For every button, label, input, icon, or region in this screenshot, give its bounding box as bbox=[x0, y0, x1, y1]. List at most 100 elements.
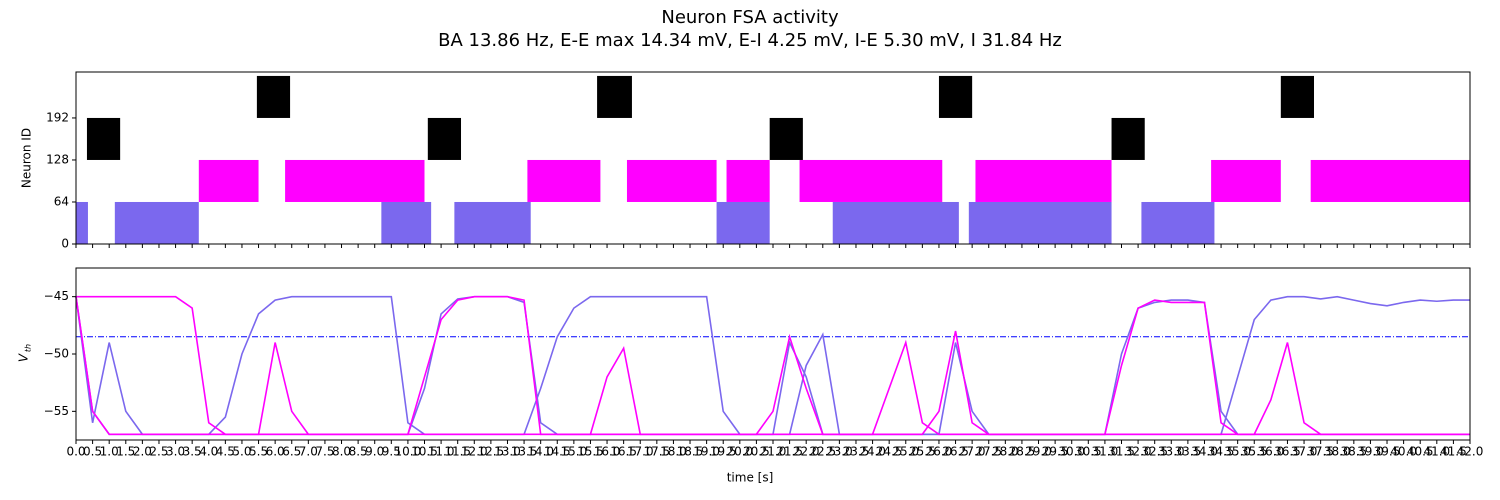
x-tick-label: 6.5 bbox=[282, 445, 301, 459]
x-tick-label: 22.0 bbox=[793, 445, 820, 459]
x-tick-label: 10.0 bbox=[395, 445, 422, 459]
x-tick-label: 14.5 bbox=[544, 445, 571, 459]
y-tick-label: −55 bbox=[44, 404, 69, 418]
x-tick-label: 33.5 bbox=[1175, 445, 1202, 459]
spike-burst bbox=[256, 75, 291, 118]
x-tick-label: 2.0 bbox=[133, 445, 152, 459]
spike-burst bbox=[285, 159, 425, 202]
x-tick-label: 17.5 bbox=[643, 445, 670, 459]
spike-burst bbox=[427, 117, 462, 160]
x-tick-label: 2.5 bbox=[149, 445, 168, 459]
x-tick-label: 16.0 bbox=[594, 445, 621, 459]
x-tick-label: 38.0 bbox=[1324, 445, 1351, 459]
x-tick-label: 12.5 bbox=[478, 445, 505, 459]
x-tick-label: 22.5 bbox=[809, 445, 836, 459]
y-axis-label-sub: th bbox=[24, 344, 33, 352]
spike-burst bbox=[626, 159, 717, 202]
x-tick-label: 41.0 bbox=[1423, 445, 1450, 459]
spike-burst bbox=[1211, 159, 1281, 202]
x-tick-label: 25.0 bbox=[892, 445, 919, 459]
x-tick-label: 12.0 bbox=[461, 445, 488, 459]
x-tick-label: 31.5 bbox=[1108, 445, 1135, 459]
spike-burst bbox=[975, 159, 1112, 202]
series-line bbox=[75, 295, 1470, 436]
x-tick-label: 4.0 bbox=[199, 445, 218, 459]
x-tick-label: 29.0 bbox=[1025, 445, 1052, 459]
x-tick-label: 19.5 bbox=[710, 445, 737, 459]
spike-burst bbox=[832, 201, 959, 244]
series-line bbox=[75, 295, 1470, 436]
x-tick-label: 5.5 bbox=[249, 445, 268, 459]
x-tick-label: 37.0 bbox=[1291, 445, 1318, 459]
x-tick-label: 35.0 bbox=[1224, 445, 1251, 459]
chart-subtitle: BA 13.86 Hz, E-E max 14.34 mV, E-I 4.25 … bbox=[438, 30, 1062, 51]
x-tick-label: 18.5 bbox=[677, 445, 704, 459]
x-tick-label: 8.5 bbox=[349, 445, 368, 459]
x-tick-label: 34.0 bbox=[1191, 445, 1218, 459]
spike-burst bbox=[1310, 159, 1470, 202]
x-tick-label: 31.0 bbox=[1092, 445, 1119, 459]
spike-burst bbox=[716, 201, 770, 244]
x-tick-label: 0.5 bbox=[83, 445, 102, 459]
x-tick-label: 15.0 bbox=[560, 445, 587, 459]
x-tick-label: 36.0 bbox=[1257, 445, 1284, 459]
y-tick-label: 64 bbox=[54, 194, 69, 208]
y-tick-label: 128 bbox=[46, 152, 69, 166]
x-tick-label: 25.5 bbox=[909, 445, 936, 459]
x-tick-label: 40.0 bbox=[1390, 445, 1417, 459]
x-tick-label: 17.0 bbox=[627, 445, 654, 459]
x-tick-label: 27.5 bbox=[975, 445, 1002, 459]
x-tick-label: 39.0 bbox=[1357, 445, 1384, 459]
x-tick-label: 32.5 bbox=[1141, 445, 1168, 459]
x-tick-label: 0.0 bbox=[66, 445, 85, 459]
spike-burst bbox=[86, 117, 121, 160]
x-tick-label: 26.5 bbox=[942, 445, 969, 459]
x-tick-label: 9.5 bbox=[382, 445, 401, 459]
spike-burst bbox=[454, 201, 531, 244]
x-tick-label: 7.0 bbox=[299, 445, 318, 459]
spike-burst bbox=[799, 159, 943, 202]
x-tick-label: 20.0 bbox=[726, 445, 753, 459]
spike-burst bbox=[597, 75, 632, 118]
x-tick-label: 33.0 bbox=[1158, 445, 1185, 459]
spike-burst bbox=[527, 159, 601, 202]
x-tick-label: 24.5 bbox=[876, 445, 903, 459]
x-tick-label: 36.5 bbox=[1274, 445, 1301, 459]
x-tick-label: 1.0 bbox=[100, 445, 119, 459]
x-tick-label: 21.0 bbox=[760, 445, 787, 459]
spike-burst bbox=[938, 75, 973, 118]
x-tick-label: 4.5 bbox=[216, 445, 235, 459]
x-tick-label: 13.0 bbox=[494, 445, 521, 459]
x-tick-label: 29.5 bbox=[1042, 445, 1069, 459]
x-tick-label: 40.5 bbox=[1407, 445, 1434, 459]
x-tick-label: 18.0 bbox=[660, 445, 687, 459]
spike-burst bbox=[968, 201, 1112, 244]
x-tick-label: 19.0 bbox=[693, 445, 720, 459]
x-tick-label: 32.0 bbox=[1125, 445, 1152, 459]
x-axis-label: time [s] bbox=[727, 471, 774, 485]
x-tick-label: 28.0 bbox=[992, 445, 1019, 459]
spike-burst bbox=[114, 201, 199, 244]
x-tick-label: 41.5 bbox=[1440, 445, 1467, 459]
x-tick-label: 21.5 bbox=[776, 445, 803, 459]
x-tick-label: 24.0 bbox=[859, 445, 886, 459]
x-tick-label: 26.0 bbox=[926, 445, 953, 459]
x-tick-label: 30.5 bbox=[1075, 445, 1102, 459]
x-tick-label: 3.5 bbox=[183, 445, 202, 459]
x-tick-label: 5.0 bbox=[232, 445, 251, 459]
x-tick-label: 15.5 bbox=[577, 445, 604, 459]
x-tick-label: 10.5 bbox=[411, 445, 438, 459]
spike-burst bbox=[1141, 201, 1215, 244]
x-tick-label: 37.5 bbox=[1307, 445, 1334, 459]
x-tick-label: 14.0 bbox=[527, 445, 554, 459]
spike-burst bbox=[1111, 117, 1145, 160]
x-tick-label: 3.0 bbox=[166, 445, 185, 459]
chart-title: Neuron FSA activity bbox=[661, 7, 839, 28]
spike-burst bbox=[769, 117, 803, 160]
series-line bbox=[76, 295, 1470, 436]
x-tick-label: 20.5 bbox=[743, 445, 770, 459]
x-tick-label: 13.5 bbox=[511, 445, 538, 459]
y-axis-label-main: V bbox=[17, 353, 31, 362]
x-tick-label: 34.5 bbox=[1208, 445, 1235, 459]
